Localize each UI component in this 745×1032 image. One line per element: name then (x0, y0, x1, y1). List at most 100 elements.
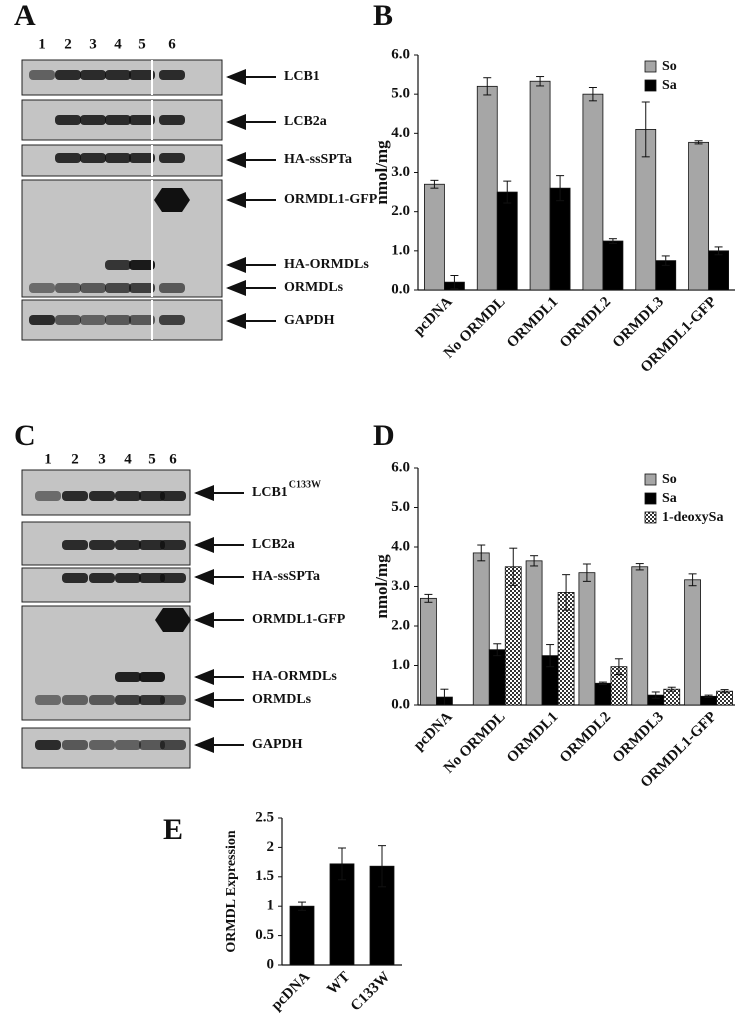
error-bar (424, 593, 433, 603)
blot-band (129, 70, 155, 80)
x-tick-label: pcDNA (268, 969, 313, 1014)
blot-band (55, 283, 81, 293)
error-bar (562, 574, 571, 611)
error-bar (493, 643, 502, 657)
blot-band (62, 740, 88, 750)
error-bar (378, 845, 386, 888)
blot-band (105, 153, 131, 163)
blot-band (139, 740, 165, 750)
y-tick-label: 4.0 (391, 538, 410, 554)
error-bar (641, 101, 650, 158)
y-tick-label: 1.0 (391, 657, 410, 673)
bar (496, 191, 518, 291)
blot-band (129, 260, 155, 270)
target-superscript: C133W (289, 479, 321, 490)
blot-band (55, 315, 81, 325)
target-label: HA-ORMDLs (284, 257, 369, 272)
y-tick-label: 2 (267, 839, 275, 855)
error-bar (694, 140, 703, 145)
error-bar (688, 573, 697, 587)
error-bar (298, 901, 306, 911)
blot-band (29, 283, 55, 293)
y-tick-label: 5.0 (391, 499, 410, 515)
blot-band (55, 115, 81, 125)
lane-label: 1 (44, 451, 52, 467)
blot-band (55, 70, 81, 80)
bar (708, 250, 729, 291)
bar (424, 183, 445, 291)
lane-label: 5 (138, 36, 146, 52)
blot-band (160, 491, 186, 501)
blot-band (89, 695, 115, 705)
blot-band (139, 573, 165, 583)
lane-label: 2 (64, 36, 72, 52)
blot-band (105, 315, 131, 325)
blot-band (160, 695, 186, 705)
target-label: ORMDLs (252, 692, 312, 707)
y-axis-label: nmol/mg (372, 554, 391, 619)
y-tick-label: 5.0 (391, 86, 410, 102)
y-tick-label: 2.5 (255, 809, 274, 825)
bar (688, 141, 709, 291)
target-label: LCB1 (252, 485, 288, 500)
error-bar (338, 847, 346, 881)
legend-swatch (644, 79, 657, 92)
blot-band (115, 672, 141, 682)
error-bar (720, 689, 729, 694)
lane-label: 4 (124, 451, 132, 467)
error-bar (582, 563, 591, 582)
y-axis-label: nmol/mg (372, 140, 391, 205)
blot-band (159, 283, 185, 293)
y-tick-label: 0.0 (391, 696, 410, 712)
panel-label: C (14, 419, 36, 452)
x-tick-label: ORMDL3 (610, 709, 667, 766)
blot-band (154, 188, 190, 212)
lane-label: 6 (169, 451, 177, 467)
error-bar (503, 180, 512, 204)
legend-swatch (644, 473, 657, 486)
blot-band (139, 695, 165, 705)
bar (420, 597, 437, 706)
blot-band (62, 573, 88, 583)
error-bar (477, 544, 486, 562)
panel-label: B (373, 0, 393, 32)
blot-band (80, 315, 106, 325)
error-bar (704, 694, 713, 698)
blot-band (115, 491, 141, 501)
bar (525, 560, 543, 706)
blot-band (35, 740, 61, 750)
blot-band (129, 315, 155, 325)
blot-band (62, 540, 88, 550)
blot-band (139, 540, 165, 550)
target-label: LCB2a (284, 114, 327, 129)
x-tick-label: ORMDL3 (610, 294, 667, 351)
x-tick-label: C133W (348, 969, 393, 1014)
error-bar (667, 686, 676, 692)
error-bar (546, 644, 555, 668)
lane-label: 6 (168, 36, 176, 52)
target-label: ORMDLs (284, 280, 344, 295)
blot-band (62, 695, 88, 705)
error-bar (614, 658, 623, 676)
legend-swatch (644, 492, 657, 505)
bar (488, 649, 506, 706)
bar (504, 566, 522, 706)
bar (631, 566, 649, 706)
blot-band (80, 283, 106, 293)
y-tick-label: 0.0 (391, 281, 410, 297)
bar (472, 552, 490, 706)
legend-label: So (662, 59, 677, 74)
blot-band (155, 608, 191, 632)
blot-band (159, 153, 185, 163)
bar (289, 905, 315, 966)
x-tick-label: ORMDL1 (504, 294, 561, 351)
target-label: HA-ssSPTa (252, 569, 320, 584)
blot-band (80, 70, 106, 80)
blot-band (139, 491, 165, 501)
blot-panel (21, 179, 223, 298)
blot-band (159, 315, 185, 325)
lane-label: 3 (98, 451, 106, 467)
blot-band (80, 115, 106, 125)
y-tick-label: 2.0 (391, 617, 410, 633)
